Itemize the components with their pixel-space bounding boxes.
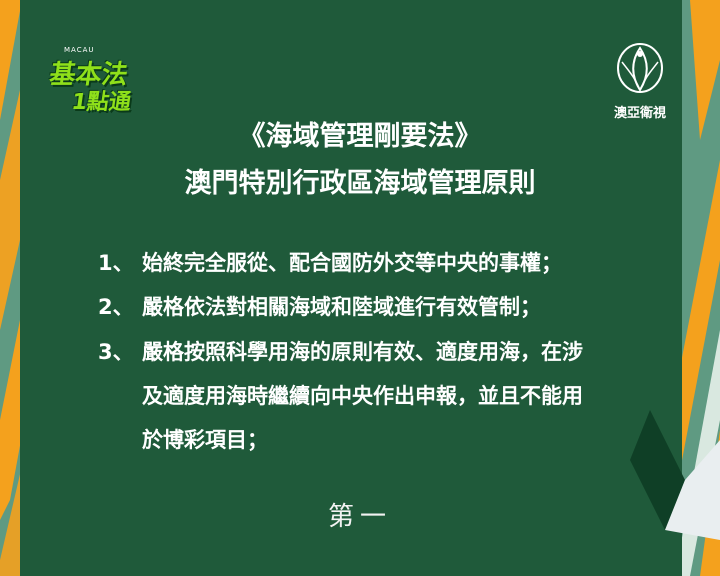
channel-name: 澳亞衛視 — [613, 106, 666, 121]
list-item-text: 嚴格按照科學用海的原則有效、適度用海，在涉 — [142, 340, 583, 364]
show-logo-line2: 1點通 — [69, 90, 133, 115]
list-item-text: 嚴格依法對相關海域和陸域進行有效管制； — [142, 295, 541, 319]
chalkboard — [20, 0, 682, 576]
list-item-3-continuation: 於博彩項目； — [142, 428, 268, 452]
list-item-3: 3、 嚴格按照科學用海的原則有效、適度用海，在涉 — [98, 336, 583, 366]
list-item-number: 2、 — [98, 295, 134, 319]
list-item-number: 3、 — [98, 340, 134, 364]
board-title-line1: 《海域管理剛要法》 — [238, 121, 482, 152]
list-item-1: 1、 始終完全服從、配合國防外交等中央的事權； — [98, 247, 562, 277]
show-logo: MACAU 基本法 1點通 — [44, 46, 133, 118]
channel-logo: 澳亞衛視 — [608, 40, 672, 126]
list-item-text: 始終完全服從、配合國防外交等中央的事權； — [142, 251, 562, 275]
board-title-line2: 澳門特別行政區海域管理原則 — [184, 168, 536, 199]
list-item-number: 1、 — [98, 251, 134, 275]
show-logo-small-text: MACAU — [64, 46, 95, 54]
peacock-emblem-icon — [617, 43, 663, 93]
list-item-3-continuation: 及適度用海時繼續向中央作出申報，並且不能用 — [142, 384, 583, 408]
board-edge-decoration — [630, 410, 720, 540]
list-item-2: 2、 嚴格依法對相關海域和陸域進行有效管制； — [98, 291, 541, 321]
board-footer-text: 第一 — [327, 502, 392, 532]
